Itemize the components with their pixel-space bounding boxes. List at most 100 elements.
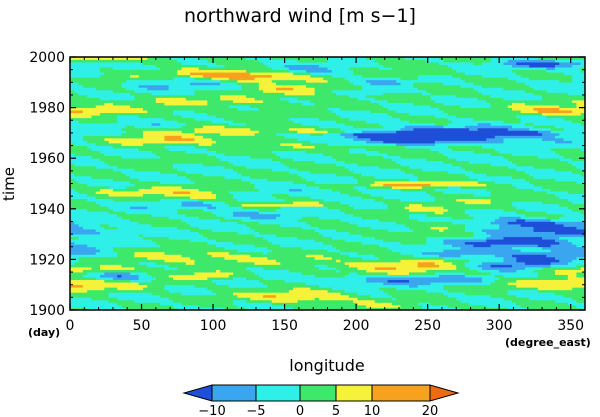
heatmap-cell bbox=[490, 94, 543, 98]
heatmap-cell bbox=[87, 272, 105, 275]
heatmap-cell bbox=[542, 112, 582, 116]
heatmap-cell bbox=[460, 84, 483, 88]
heatmap-cell bbox=[288, 188, 303, 192]
heatmap-cell bbox=[331, 155, 384, 159]
heatmap-cell bbox=[576, 272, 586, 275]
heatmap-cell bbox=[215, 115, 341, 119]
heatmap-cell bbox=[70, 277, 97, 281]
heatmap-cell bbox=[134, 254, 182, 258]
heatmap-cell bbox=[490, 193, 556, 197]
heatmap-cell bbox=[117, 120, 178, 124]
heatmap-cell bbox=[70, 244, 88, 248]
heatmap-cell bbox=[490, 191, 547, 195]
heatmap-cell bbox=[288, 165, 346, 169]
heatmap-cell bbox=[185, 175, 225, 179]
heatmap-cell bbox=[224, 153, 277, 157]
heatmap-cell bbox=[473, 82, 526, 86]
heatmap-cell bbox=[572, 201, 586, 205]
heatmap-cell bbox=[245, 69, 290, 73]
heatmap-cell bbox=[181, 67, 200, 71]
heatmap-cell bbox=[451, 216, 474, 220]
heatmap-cell bbox=[70, 110, 84, 114]
heatmap-cell bbox=[379, 287, 397, 291]
heatmap-cell bbox=[203, 74, 273, 78]
heatmap-cell bbox=[443, 211, 466, 215]
heatmap-cell bbox=[331, 256, 363, 260]
heatmap-cell bbox=[237, 79, 273, 83]
heatmap-cell bbox=[211, 77, 230, 81]
heatmap-cell bbox=[121, 84, 140, 88]
heatmap-cell bbox=[314, 102, 380, 106]
y-tick-label: 1980 bbox=[29, 101, 65, 117]
heatmap-cell bbox=[258, 274, 316, 278]
heatmap-cell bbox=[469, 175, 513, 179]
heatmap-cell bbox=[301, 102, 316, 106]
heatmap-cell bbox=[228, 251, 264, 255]
heatmap-cell bbox=[151, 274, 170, 278]
heatmap-cell bbox=[207, 148, 350, 152]
heatmap-cell bbox=[370, 183, 384, 187]
heatmap-cell bbox=[563, 127, 586, 131]
heatmap-cell bbox=[117, 297, 170, 301]
heatmap-cell bbox=[340, 127, 401, 131]
heatmap-cell bbox=[301, 272, 350, 275]
heatmap-cell bbox=[155, 277, 174, 281]
heatmap-cell bbox=[108, 140, 217, 144]
heatmap-cell bbox=[245, 94, 350, 98]
heatmap-cell bbox=[357, 97, 376, 101]
heatmap-cell bbox=[409, 284, 419, 288]
heatmap-cell bbox=[366, 94, 431, 98]
heatmap-cell bbox=[130, 279, 152, 283]
heatmap-cell bbox=[263, 251, 268, 255]
heatmap-cell bbox=[383, 64, 449, 68]
heatmap-cell bbox=[417, 264, 440, 268]
heatmap-cell bbox=[233, 277, 247, 281]
heatmap-cell bbox=[486, 137, 504, 141]
heatmap-cell bbox=[82, 110, 148, 114]
heatmap-cell bbox=[529, 64, 556, 68]
heatmap-cell bbox=[263, 266, 320, 270]
heatmap-cell bbox=[138, 282, 217, 286]
heatmap-cell bbox=[387, 153, 444, 157]
heatmap-cell bbox=[267, 284, 320, 288]
heatmap-cell bbox=[198, 67, 273, 71]
heatmap-cell bbox=[207, 287, 294, 291]
heatmap-cell bbox=[409, 226, 431, 230]
heatmap-cell bbox=[567, 191, 586, 195]
heatmap-cell bbox=[469, 160, 513, 164]
heatmap-cell bbox=[434, 140, 504, 144]
heatmap-cell bbox=[503, 274, 539, 278]
heatmap-cell bbox=[516, 186, 543, 189]
heatmap-cell bbox=[70, 57, 148, 60]
heatmap-cell bbox=[460, 165, 509, 169]
heatmap-cell bbox=[288, 289, 328, 293]
heatmap-cell bbox=[512, 264, 552, 268]
heatmap-cell bbox=[430, 183, 487, 187]
heatmap-cell bbox=[430, 94, 457, 98]
heatmap-cell bbox=[512, 203, 560, 207]
heatmap-cell bbox=[301, 122, 346, 126]
heatmap-cell bbox=[314, 180, 358, 184]
heatmap-cell bbox=[490, 234, 586, 238]
heatmap-cell bbox=[357, 180, 376, 184]
heatmap-cell bbox=[353, 186, 367, 189]
heatmap-cell bbox=[168, 274, 230, 278]
heatmap-cell bbox=[366, 120, 410, 124]
heatmap-cell bbox=[464, 72, 517, 76]
heatmap-cell bbox=[117, 226, 178, 230]
heatmap-cell bbox=[409, 279, 483, 283]
heatmap-cell bbox=[91, 115, 118, 119]
heatmap-cell bbox=[361, 216, 410, 220]
heatmap-cell bbox=[512, 254, 547, 258]
heatmap-cell bbox=[323, 203, 350, 207]
heatmap-cell bbox=[293, 201, 320, 205]
heatmap-cell bbox=[237, 259, 277, 263]
heatmap-cell bbox=[490, 102, 513, 106]
heatmap-cell bbox=[70, 148, 92, 152]
heatmap-cell bbox=[421, 251, 586, 255]
heatmap-cell bbox=[473, 244, 491, 248]
heatmap-cell bbox=[494, 180, 530, 184]
heatmap-cell bbox=[125, 307, 178, 311]
heatmap-cell bbox=[572, 259, 586, 263]
heatmap-cell bbox=[400, 251, 423, 255]
